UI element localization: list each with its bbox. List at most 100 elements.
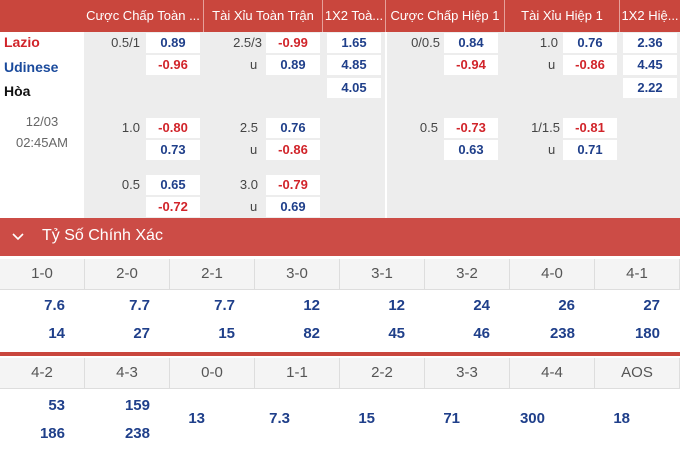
ft-hdp-line: 1.0 [121,120,140,135]
score-label: 3-0 [255,259,340,289]
odds-header: Cược Chấp Toàn ... Tài Xỉu Toàn Trận 1X2… [0,0,680,32]
odds-button[interactable]: -0.81 [563,118,617,138]
odds-button[interactable]: -0.73 [444,118,498,138]
ft-ou-line: 3.0 [239,177,258,192]
odds-value[interactable]: 7.6 [44,297,65,314]
odds-button[interactable]: -0.86 [563,55,617,75]
chevron-down-icon[interactable] [8,227,28,247]
odds-value[interactable]: 27 [643,297,660,314]
ft-ou-line: 2.5 [239,120,258,135]
odds-button[interactable]: -0.86 [266,140,320,160]
odds-value[interactable]: 12 [388,297,405,314]
odds-button[interactable]: 1.65 [327,33,381,53]
col-h1-over-under[interactable]: Tài Xỉu Hiệp 1 [521,8,603,23]
h1-hdp-line: 0/0.5 [411,35,440,50]
odds-button[interactable]: 0.76 [563,33,617,53]
odds-value[interactable]: 300 [519,410,545,427]
odds-value[interactable]: 180 [634,325,660,342]
ft-hdp-line: 0.5/1 [111,35,140,50]
under-label: u [250,57,258,72]
odds-value[interactable]: 14 [48,325,65,342]
odds-button[interactable]: 0.65 [146,175,200,195]
under-label: u [250,142,258,157]
odds-value[interactable]: 12 [303,297,320,314]
odds-button[interactable]: 0.63 [444,140,498,160]
odds-button[interactable]: -0.72 [146,197,200,217]
odds-button[interactable]: 0.76 [266,118,320,138]
odds-button[interactable]: 0.71 [563,140,617,160]
score-label: 4-3 [85,358,170,388]
h1-ou-line: 1.0 [539,35,558,50]
col-ft-1x2[interactable]: 1X2 Toà... [324,8,384,23]
section-title: Tỷ Số Chính Xác [42,227,163,244]
score-label: 1-0 [0,259,85,289]
score-label: 4-4 [510,358,595,388]
odds-value[interactable]: 71 [443,410,460,427]
odds-value[interactable]: 24 [473,297,490,314]
score-label: 4-2 [0,358,85,388]
score-label: AOS [595,358,680,388]
under-label: u [548,142,556,157]
match-info [0,32,84,218]
score-label: 1-1 [255,358,340,388]
odds-button[interactable]: -0.94 [444,55,498,75]
odds-value[interactable]: 82 [303,325,320,342]
odds-button[interactable]: -0.99 [266,33,320,53]
odds-button[interactable]: -0.79 [266,175,320,195]
odds-value[interactable]: 53 [48,397,65,414]
odds-button[interactable]: 4.45 [623,55,677,75]
odds-value[interactable]: 27 [133,325,150,342]
odds-value[interactable]: 46 [473,325,490,342]
header-separator [203,0,204,32]
match-date: 12/03 [25,114,59,129]
odds-value[interactable]: 159 [124,397,150,414]
odds-value[interactable]: 45 [388,325,405,342]
odds-button[interactable]: 0.89 [266,55,320,75]
score-label: 4-0 [510,259,595,289]
column-divider [385,32,387,218]
odds-value[interactable]: 7.7 [129,297,150,314]
col-h1-handicap[interactable]: Cược Chấp Hiệp 1 [390,8,500,23]
odds-value[interactable]: 7.3 [269,410,290,427]
odds-button[interactable]: 0.84 [444,33,498,53]
row-divider [0,352,680,356]
score-label: 2-1 [170,259,255,289]
under-label: u [250,199,258,214]
col-h1-1x2[interactable]: 1X2 Hiệ... [621,8,679,23]
header-separator [385,0,386,32]
under-label: u [548,57,556,72]
odds-button[interactable]: 0.89 [146,33,200,53]
home-team[interactable]: Lazio [4,34,40,50]
odds-value[interactable]: 18 [613,410,630,427]
odds-value[interactable]: 238 [549,325,575,342]
grid-line [0,388,680,389]
odds-value[interactable]: 15 [358,410,375,427]
odds-value[interactable]: 15 [218,325,235,342]
draw-label: Hòa [4,83,31,99]
odds-button[interactable]: -0.80 [146,118,200,138]
correct-score-section-header[interactable]: Tỷ Số Chính Xác [0,218,680,256]
odds-value[interactable]: 186 [39,425,65,442]
odds-value[interactable]: 26 [558,297,575,314]
odds-button[interactable]: 4.85 [327,55,381,75]
odds-button[interactable]: 0.73 [146,140,200,160]
col-ft-handicap[interactable]: Cược Chấp Toàn ... [86,8,200,23]
odds-value[interactable]: 7.7 [214,297,235,314]
odds-button[interactable]: 2.36 [623,33,677,53]
match-time: 02:45AM [15,135,69,150]
grid-line [0,289,680,290]
col-ft-over-under[interactable]: Tài Xỉu Toàn Trận [212,8,314,23]
odds-button[interactable]: -0.96 [146,55,200,75]
away-team[interactable]: Udinese [4,59,59,75]
odds-button[interactable]: 2.22 [623,78,677,98]
odds-value[interactable]: 238 [124,425,150,442]
odds-button[interactable]: 0.69 [266,197,320,217]
score-label: 3-2 [425,259,510,289]
header-separator [322,0,323,32]
score-label: 3-1 [340,259,425,289]
score-label: 3-3 [425,358,510,388]
score-label: 2-2 [340,358,425,388]
odds-button[interactable]: 4.05 [327,78,381,98]
header-separator [619,0,620,32]
odds-value[interactable]: 13 [188,410,205,427]
